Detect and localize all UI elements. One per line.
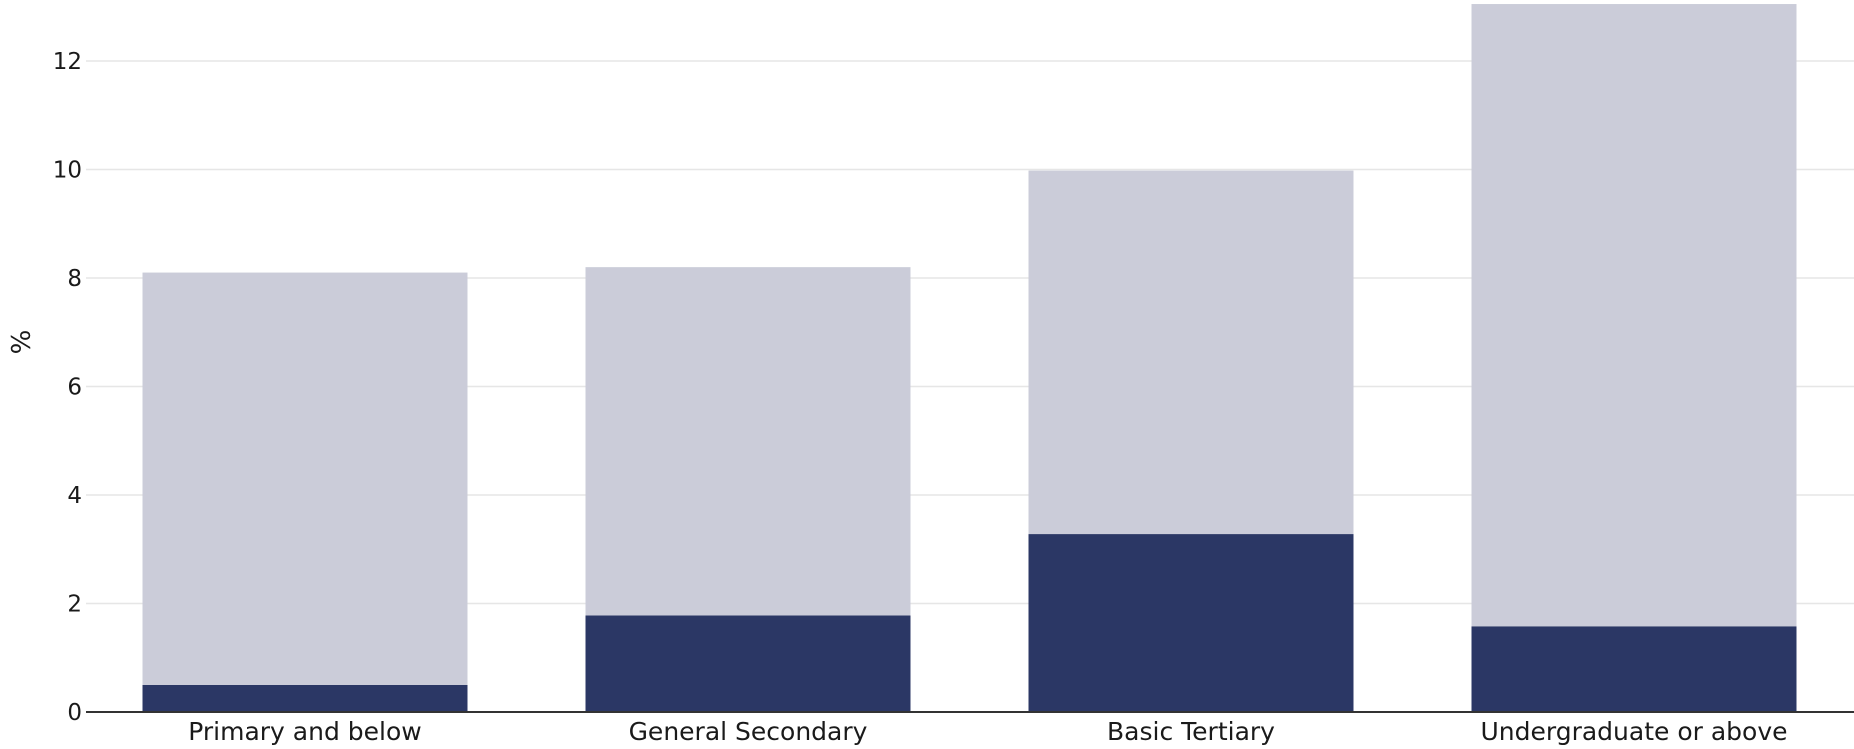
bar-segment-upper xyxy=(585,267,911,616)
bars xyxy=(142,4,1797,712)
bar-segment-upper xyxy=(1471,4,1797,627)
bar-segment-upper xyxy=(142,272,468,685)
bar-segment-lower xyxy=(1471,626,1797,712)
bar-segment-lower xyxy=(142,684,468,712)
bar-segment-upper xyxy=(1028,170,1354,535)
y-tick-label: 2 xyxy=(67,592,82,618)
x-category-label: Basic Tertiary xyxy=(1107,717,1275,746)
x-category-label: General Secondary xyxy=(629,717,868,746)
y-tick-label: 8 xyxy=(67,266,82,292)
y-tick-label: 6 xyxy=(67,375,82,401)
y-tick-label: 0 xyxy=(67,700,82,726)
x-category-label: Undergraduate or above xyxy=(1480,717,1787,746)
y-axis-ticks: 0 2 4 6 8 10 12 xyxy=(53,49,82,726)
y-axis-title: % xyxy=(7,330,37,355)
y-tick-label: 10 xyxy=(53,158,82,184)
y-tick-label: 12 xyxy=(53,49,82,75)
bar-segment-lower xyxy=(1028,534,1354,712)
x-category-label: Primary and below xyxy=(188,717,421,746)
x-axis-labels: Primary and below General Secondary Basic … xyxy=(188,717,1787,746)
y-tick-label: 4 xyxy=(67,483,82,509)
bar-segment-lower xyxy=(585,615,911,712)
